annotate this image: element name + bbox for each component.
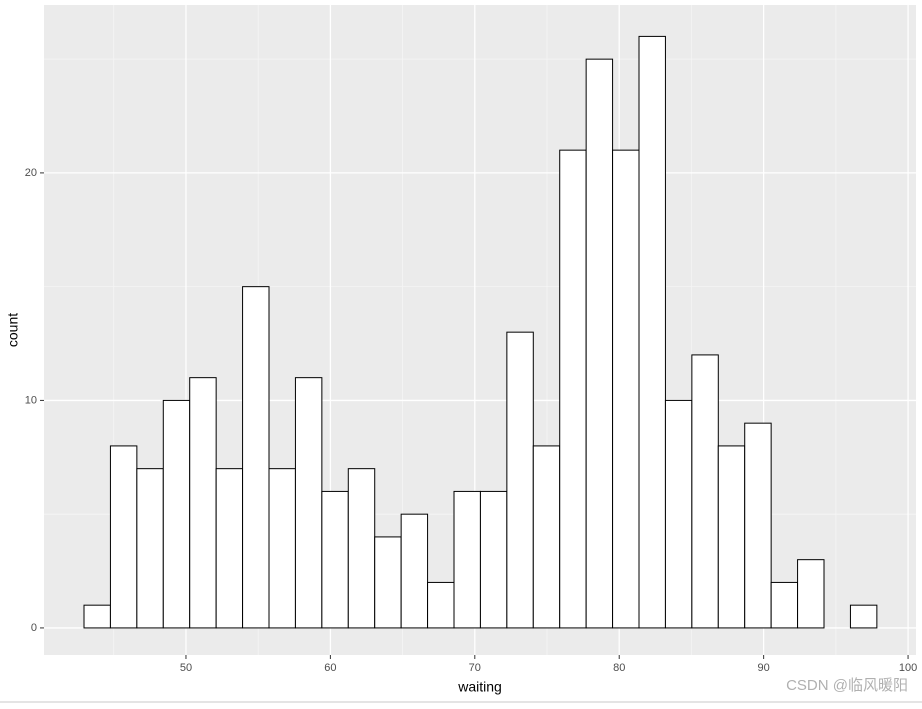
bar: [638, 35, 666, 629]
bar: [532, 445, 561, 629]
y-tick-label: 10: [25, 394, 37, 406]
bar: [321, 490, 349, 629]
x-tick-label: 60: [324, 662, 336, 674]
bar: [136, 468, 164, 629]
bar: [797, 559, 825, 629]
bar: [109, 445, 138, 629]
x-axis-label: waiting: [457, 679, 502, 695]
bar: [189, 377, 217, 629]
y-axis-label: count: [5, 313, 21, 347]
bar: [770, 581, 799, 629]
bar: [506, 331, 534, 629]
bar: [559, 149, 587, 629]
x-tick-label: 70: [469, 662, 481, 674]
x-tick-label: 100: [899, 662, 917, 674]
bar: [400, 513, 429, 629]
bar: [347, 468, 376, 629]
bar: [849, 604, 878, 629]
bar: [162, 399, 191, 629]
x-tick-label: 50: [180, 662, 192, 674]
bar: [294, 377, 323, 629]
bar: [717, 445, 746, 629]
bar: [664, 399, 693, 629]
bar: [215, 468, 244, 629]
y-tick-label: 0: [31, 622, 37, 634]
x-tick-label: 80: [613, 662, 625, 674]
bar: [83, 604, 111, 629]
bar: [691, 354, 719, 629]
bar: [585, 58, 614, 629]
bar: [374, 536, 402, 629]
y-tick-label: 20: [25, 167, 37, 179]
bar: [453, 490, 481, 629]
bar: [242, 286, 270, 629]
x-tick-label: 90: [758, 662, 770, 674]
watermark: CSDN @临风暖阳: [786, 677, 908, 694]
bar: [744, 422, 772, 629]
bar: [268, 468, 296, 629]
bar: [479, 490, 508, 629]
bar: [612, 149, 640, 629]
bar: [427, 581, 455, 629]
